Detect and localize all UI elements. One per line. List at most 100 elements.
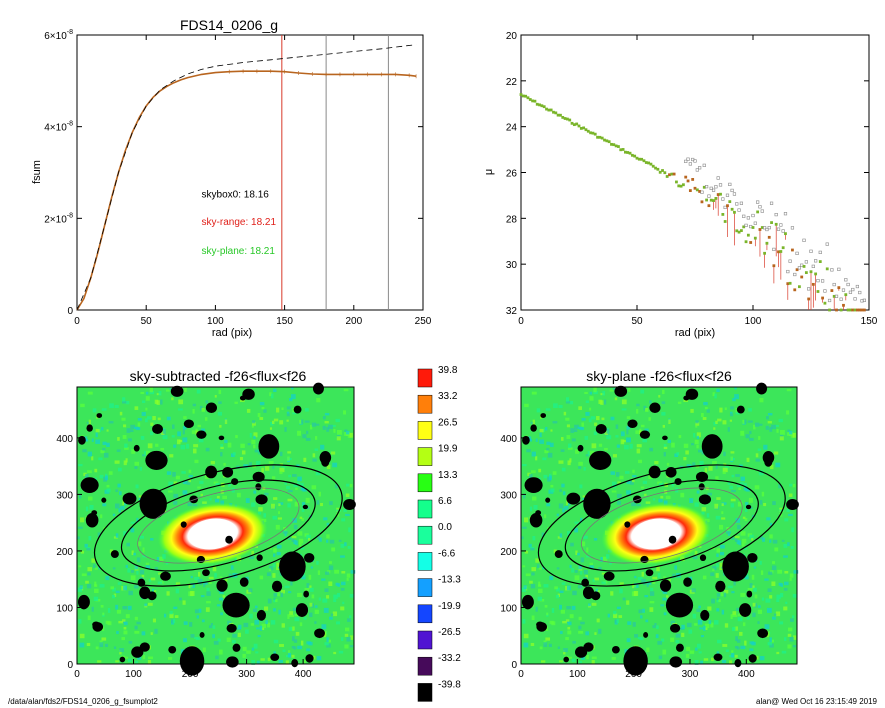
sky-subtracted-mask bbox=[293, 405, 302, 414]
sky-plane-noise bbox=[578, 631, 584, 634]
sky-subtracted-noise bbox=[157, 417, 161, 421]
sky-plane-noise bbox=[631, 502, 637, 507]
sky-subtracted-mask bbox=[152, 424, 163, 435]
sky-subtracted-noise bbox=[222, 595, 226, 598]
sky-subtracted-noise bbox=[101, 408, 107, 411]
sky-subtracted-noise bbox=[150, 422, 154, 426]
sky-subtracted-noise bbox=[299, 622, 303, 627]
sky-subtracted-noise bbox=[305, 437, 311, 441]
sky-subtracted-mask bbox=[225, 535, 233, 544]
sky-subtracted-noise bbox=[172, 472, 176, 477]
sky-plane-noise bbox=[716, 608, 720, 612]
sky-subtracted-noise bbox=[314, 448, 319, 451]
sky-subtracted-noise bbox=[123, 630, 128, 635]
sky-plane-noise bbox=[769, 595, 773, 599]
sky-plane-noise bbox=[566, 500, 569, 506]
sky-subtracted-noise bbox=[108, 471, 113, 475]
sky-plane-noise bbox=[730, 456, 734, 461]
sky-subtracted-noise bbox=[92, 408, 97, 413]
mu-point bbox=[642, 159, 646, 163]
sky-plane-noise bbox=[694, 550, 698, 556]
sky-plane-noise bbox=[732, 611, 737, 616]
sky-subtracted-noise bbox=[271, 476, 276, 480]
sky-subtracted-noise bbox=[130, 521, 136, 524]
sky-plane-noise bbox=[574, 424, 579, 429]
sky-plane-noise bbox=[616, 500, 621, 505]
sky-plane-noise bbox=[787, 627, 793, 632]
sky-subtracted-noise bbox=[117, 437, 120, 441]
sky-plane-ytick-label: 100 bbox=[500, 603, 517, 614]
sky-subtracted-noise bbox=[210, 460, 215, 465]
sky-subtracted-noise bbox=[271, 503, 275, 509]
sky-subtracted-noise bbox=[212, 566, 217, 572]
sky-subtracted-noise bbox=[277, 517, 282, 520]
sky-plane-noise bbox=[695, 647, 698, 651]
sky-subtracted-noise bbox=[150, 431, 154, 436]
sky-plane-noise bbox=[668, 578, 671, 582]
sky-plane-noise bbox=[666, 462, 670, 466]
sky-subtracted-noise bbox=[291, 387, 294, 390]
sky-subtracted-noise bbox=[235, 435, 238, 439]
sky-plane-noise bbox=[745, 502, 749, 506]
sky-plane-noise bbox=[749, 437, 754, 441]
sky-subtracted-noise bbox=[166, 591, 170, 596]
mu-point bbox=[651, 164, 655, 168]
sky-plane-noise bbox=[686, 646, 691, 652]
sky-subtracted-noise bbox=[286, 485, 290, 490]
fsum-xtick-label: 250 bbox=[415, 316, 432, 327]
mu-point-alt bbox=[779, 223, 783, 227]
sky-plane-noise bbox=[689, 650, 695, 654]
sky-subtracted-noise bbox=[234, 401, 238, 404]
sky-plane-noise bbox=[769, 464, 774, 470]
sky-subtracted-noise bbox=[136, 557, 141, 563]
sky-subtracted-noise bbox=[350, 635, 354, 640]
sky-subtracted-noise bbox=[230, 453, 235, 457]
sky-plane-noise bbox=[571, 658, 576, 663]
sky-plane-noise bbox=[734, 535, 740, 539]
mu-ytick-label: 30 bbox=[506, 260, 518, 271]
sky-subtracted-noise bbox=[232, 640, 236, 644]
sky-plane-xtick-label: 0 bbox=[518, 669, 524, 680]
colorbar-label: 13.3 bbox=[438, 470, 458, 481]
sky-subtracted-noise bbox=[94, 588, 99, 594]
sky-plane-noise bbox=[530, 421, 535, 425]
sky-plane-noise bbox=[759, 560, 762, 565]
sky-plane-noise bbox=[719, 407, 723, 413]
sky-subtracted-noise bbox=[115, 660, 119, 663]
sky-plane-noise bbox=[731, 591, 735, 594]
sky-plane-noise bbox=[760, 570, 764, 575]
sky-subtracted-noise bbox=[291, 535, 297, 539]
sky-subtracted-noise bbox=[259, 401, 265, 406]
colorbar-swatch bbox=[417, 604, 433, 624]
sky-subtracted-noise bbox=[297, 531, 303, 536]
sky-subtracted-noise bbox=[279, 644, 284, 647]
mu-point bbox=[572, 123, 576, 127]
sky-plane-noise bbox=[560, 631, 563, 635]
sky-subtracted-noise bbox=[127, 658, 132, 663]
sky-subtracted-noise bbox=[326, 643, 331, 648]
sky-subtracted-noise bbox=[271, 420, 275, 425]
sky-subtracted-noise bbox=[124, 447, 129, 450]
sky-subtracted-noise bbox=[321, 578, 326, 581]
fsum-plot-area: 0 50 100 150 200 25002×10-84×10-86×10-8skybox… bbox=[44, 29, 432, 327]
sky-subtracted-noise bbox=[349, 645, 354, 648]
sky-subtracted-noise bbox=[101, 426, 104, 431]
sky-subtracted-noise bbox=[340, 587, 345, 591]
mu-point-alt bbox=[823, 289, 827, 293]
sky-subtracted-noise bbox=[136, 517, 139, 523]
mu-point bbox=[612, 143, 616, 147]
sky-subtracted-noise bbox=[114, 404, 119, 409]
sky-plane-noise bbox=[789, 636, 794, 642]
sky-plane-noise bbox=[751, 574, 755, 580]
sky-plane-noise bbox=[611, 490, 617, 493]
sky-subtracted-noise bbox=[218, 389, 222, 395]
sky-subtracted-noise bbox=[275, 598, 278, 603]
sky-subtracted-noise bbox=[119, 491, 122, 496]
sky-plane-noise bbox=[632, 583, 635, 589]
sky-plane-noise bbox=[779, 621, 784, 625]
sky-subtracted-noise bbox=[245, 498, 250, 504]
sky-subtracted-noise bbox=[237, 624, 242, 630]
sky-plane-noise bbox=[561, 437, 564, 441]
sky-subtracted-noise bbox=[299, 419, 303, 424]
sky-plane-noise bbox=[713, 427, 716, 430]
